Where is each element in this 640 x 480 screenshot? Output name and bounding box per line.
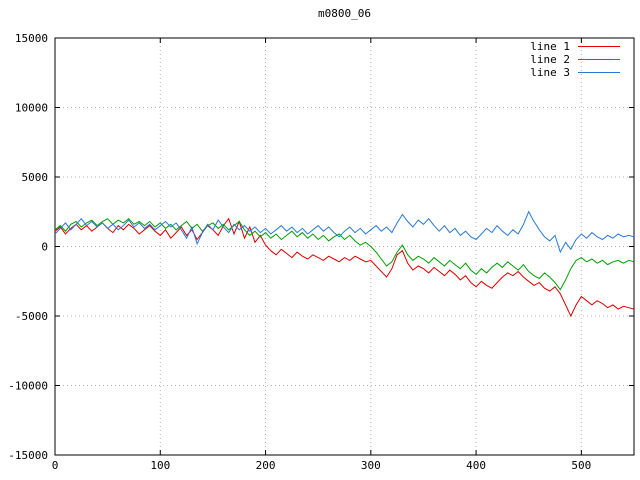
x-tick-label: 200	[256, 459, 276, 472]
legend-item: line 3	[530, 66, 620, 79]
x-tick-label: 0	[52, 459, 59, 472]
y-tick-label: 15000	[15, 32, 48, 45]
legend-item: line 1	[530, 40, 620, 53]
legend-line-sample	[578, 72, 620, 73]
series-line-2	[54, 218, 635, 291]
series-line-1	[54, 217, 635, 318]
x-tick-label: 100	[150, 459, 170, 472]
x-tick-label: 400	[466, 459, 486, 472]
legend-item: line 2	[530, 53, 620, 66]
series-line-3	[54, 210, 635, 254]
y-tick-label: -15000	[8, 449, 48, 462]
legend-line-sample	[578, 46, 620, 47]
legend-label: line 1	[530, 40, 570, 53]
legend-line-sample	[578, 59, 620, 60]
plot-border	[54, 37, 635, 456]
y-tick-label: 5000	[22, 171, 49, 184]
x-tick-label: 500	[571, 459, 591, 472]
y-tick-label: -5000	[15, 310, 48, 323]
legend-label: line 2	[530, 53, 570, 66]
legend-label: line 3	[530, 66, 570, 79]
chart-title: m0800_06	[318, 7, 371, 20]
x-tick-label: 300	[361, 459, 381, 472]
legend: line 1 line 2 line 3	[530, 40, 620, 79]
y-tick-label: 10000	[15, 102, 48, 115]
y-tick-label: -10000	[8, 380, 48, 393]
y-tick-label: 0	[41, 241, 48, 254]
